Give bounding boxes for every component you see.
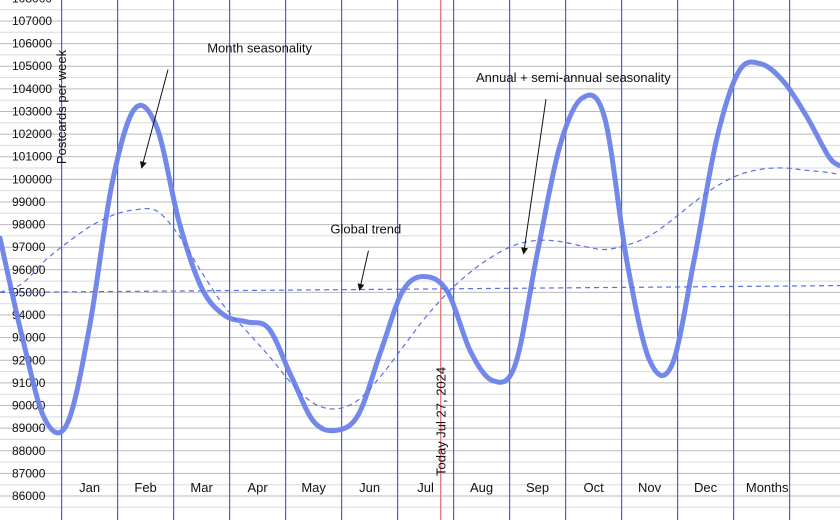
annotation-label: Annual + semi-annual seasonality bbox=[476, 70, 671, 85]
month-label: Months bbox=[746, 480, 789, 495]
y-tick-label: 101000 bbox=[12, 150, 52, 164]
y-tick-label: 107000 bbox=[12, 14, 52, 28]
annotation-arrow bbox=[521, 98, 547, 255]
y-tick-label: 87000 bbox=[12, 466, 46, 480]
month-label: Sep bbox=[526, 480, 549, 495]
month-label: Oct bbox=[583, 480, 604, 495]
annotation-arrow bbox=[357, 250, 369, 291]
y-tick-label: 102000 bbox=[12, 127, 52, 141]
y-tick-label: 88000 bbox=[12, 444, 46, 458]
series-lines bbox=[0, 59, 840, 436]
annotation-label: Global trend bbox=[330, 222, 401, 237]
series-line-0 bbox=[0, 59, 840, 436]
month-label: Mar bbox=[190, 480, 213, 495]
y-tick-label: 99000 bbox=[12, 195, 46, 209]
month-labels: Jan Feb Mar Apr May Jun Jul Aug Sep Oct Nov Dec Mont… bbox=[79, 480, 789, 495]
y-tick-label: 89000 bbox=[12, 421, 46, 435]
month-label: Nov bbox=[638, 480, 662, 495]
y-axis-label: Postcards per week bbox=[54, 49, 69, 164]
y-tick-label: 91000 bbox=[12, 376, 46, 390]
month-label: Dec bbox=[694, 480, 718, 495]
annotations: Month seasonality Annual + semi-annual se… bbox=[139, 41, 671, 291]
month-label: Jul bbox=[417, 480, 434, 495]
grid-lines bbox=[0, 9, 840, 508]
y-tick-label: 100000 bbox=[12, 172, 52, 186]
y-tick-label: 86000 bbox=[12, 489, 46, 503]
annotation-label: Month seasonality bbox=[207, 41, 312, 56]
month-label: Jun bbox=[359, 480, 380, 495]
y-tick-label: 97000 bbox=[12, 240, 46, 254]
y-tick-label: 106000 bbox=[12, 37, 52, 51]
y-tick-label: 94000 bbox=[12, 308, 46, 322]
y-tick-label: 98000 bbox=[12, 218, 46, 232]
month-label: Aug bbox=[470, 480, 493, 495]
month-label: Feb bbox=[134, 480, 156, 495]
y-tick-label: 105000 bbox=[12, 59, 52, 73]
today-label: Today Jul 27, 2024 bbox=[434, 367, 449, 476]
today-marker: Today Jul 27, 2024 bbox=[434, 0, 449, 520]
month-label: May bbox=[301, 480, 326, 495]
y-tick-label: 104000 bbox=[12, 82, 52, 96]
y-tick-label: 108000 bbox=[12, 0, 52, 5]
month-label: Jan bbox=[79, 480, 100, 495]
y-tick-label: 96000 bbox=[12, 263, 46, 277]
series-line-2 bbox=[0, 285, 840, 293]
y-tick-label: 93000 bbox=[12, 331, 46, 345]
y-tick-labels: 8600087000880008900090000910009200093000… bbox=[12, 0, 52, 503]
month-label: Apr bbox=[247, 480, 268, 495]
y-tick-label: 103000 bbox=[12, 104, 52, 118]
series-line-1 bbox=[0, 167, 840, 410]
annotation-arrow bbox=[139, 69, 169, 169]
